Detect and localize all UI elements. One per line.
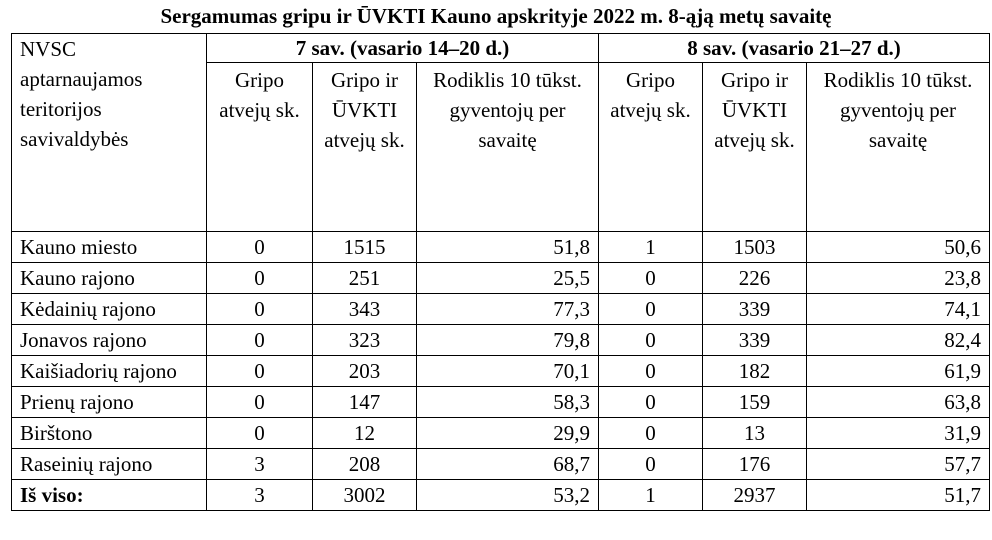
- cell-w7-total: 12: [312, 417, 417, 449]
- cell-w8-total: 182: [702, 355, 807, 387]
- cell-w7-total: 251: [312, 262, 417, 294]
- column-header-territory: NVSC aptarnaujamos teritorijos savivaldy…: [11, 33, 207, 232]
- cell-w8-flu: 0: [598, 262, 703, 294]
- cell-w7-rate: 70,1: [416, 355, 599, 387]
- cell-w8-flu: 0: [598, 417, 703, 449]
- cell-w8-flu: 0: [598, 355, 703, 387]
- cell-w7-flu: 3: [206, 448, 313, 480]
- cell-w7-rate: 68,7: [416, 448, 599, 480]
- table-row: Kaišiadorių rajono 0 203 70,1 0 182 61,9: [11, 355, 990, 387]
- page-title: Sergamumas gripu ir ŪVKTI Kauno apskrity…: [160, 4, 832, 28]
- cell-w8-total: 13: [702, 417, 807, 449]
- cell-w8-total: 176: [702, 448, 807, 480]
- cell-row-name: Kaišiadorių rajono: [11, 355, 207, 387]
- cell-w8-flu: 0: [598, 324, 703, 356]
- table-row: Kėdainių rajono 0 343 77,3 0 339 74,1: [11, 293, 990, 325]
- incidence-table: NVSC aptarnaujamos teritorijos savivaldy…: [11, 33, 990, 511]
- cell-w7-flu: 0: [206, 231, 313, 263]
- cell-row-name: Kėdainių rajono: [11, 293, 207, 325]
- cell-w8-total: 339: [702, 293, 807, 325]
- column-header-w7-flu: Gripo atvejų sk.: [206, 62, 313, 232]
- cell-w8-rate: 63,8: [806, 386, 990, 418]
- cell-row-name: Kauno miesto: [11, 231, 207, 263]
- cell-w8-rate: 31,9: [806, 417, 990, 449]
- column-header-week8: 8 sav. (vasario 21–27 d.): [598, 33, 990, 63]
- cell-w7-total: 343: [312, 293, 417, 325]
- cell-w7-flu: 0: [206, 293, 313, 325]
- total-w8-rate: 51,7: [806, 479, 990, 511]
- total-w8-total: 2937: [702, 479, 807, 511]
- table-row: Kauno rajono 0 251 25,5 0 226 23,8: [11, 262, 990, 294]
- cell-w8-flu: 1: [598, 231, 703, 263]
- table-row: Prienų rajono 0 147 58,3 0 159 63,8: [11, 386, 990, 418]
- column-header-w7-total: Gripo ir ŪVKTI atvejų sk.: [312, 62, 417, 232]
- cell-w8-total: 226: [702, 262, 807, 294]
- cell-w8-total: 1503: [702, 231, 807, 263]
- cell-w7-rate: 79,8: [416, 324, 599, 356]
- cell-w8-rate: 23,8: [806, 262, 990, 294]
- cell-w7-rate: 51,8: [416, 231, 599, 263]
- table-row: Raseinių rajono 3 208 68,7 0 176 57,7: [11, 448, 990, 480]
- total-w7-total: 3002: [312, 479, 417, 511]
- column-header-w8-rate: Rodiklis 10 tūkst. gyventojų per savaitę: [806, 62, 990, 232]
- cell-w7-flu: 0: [206, 417, 313, 449]
- cell-w8-rate: 61,9: [806, 355, 990, 387]
- cell-row-name: Prienų rajono: [11, 386, 207, 418]
- cell-w8-flu: 0: [598, 448, 703, 480]
- cell-w7-total: 323: [312, 324, 417, 356]
- cell-w7-flu: 0: [206, 386, 313, 418]
- column-header-w7-rate: Rodiklis 10 tūkst. gyventojų per savaitę: [416, 62, 599, 232]
- cell-row-name: Jonavos rajono: [11, 324, 207, 356]
- table-row: Jonavos rajono 0 323 79,8 0 339 82,4: [11, 324, 990, 356]
- cell-row-name: Kauno rajono: [11, 262, 207, 294]
- table-row: Kauno miesto 0 1515 51,8 1 1503 50,6: [11, 231, 990, 263]
- cell-row-name: Birštono: [11, 417, 207, 449]
- cell-w7-rate: 29,9: [416, 417, 599, 449]
- cell-w7-flu: 0: [206, 355, 313, 387]
- total-w7-rate: 53,2: [416, 479, 599, 511]
- cell-w7-flu: 0: [206, 262, 313, 294]
- cell-w8-total: 159: [702, 386, 807, 418]
- column-header-w8-flu: Gripo atvejų sk.: [598, 62, 703, 232]
- cell-w7-total: 208: [312, 448, 417, 480]
- table-header-row: NVSC aptarnaujamos teritorijos savivaldy…: [11, 33, 990, 232]
- cell-w7-total: 147: [312, 386, 417, 418]
- cell-w7-rate: 25,5: [416, 262, 599, 294]
- cell-row-name: Raseinių rajono: [11, 448, 207, 480]
- cell-w7-total: 1515: [312, 231, 417, 263]
- cell-w7-total: 203: [312, 355, 417, 387]
- cell-w8-rate: 50,6: [806, 231, 990, 263]
- cell-w7-flu: 0: [206, 324, 313, 356]
- cell-w8-flu: 0: [598, 293, 703, 325]
- column-header-w8-total: Gripo ir ŪVKTI atvejų sk.: [702, 62, 807, 232]
- cell-w7-rate: 77,3: [416, 293, 599, 325]
- table-subheader-row: Gripo atvejų sk. Gripo ir ŪVKTI atvejų s…: [12, 62, 990, 232]
- cell-w8-rate: 74,1: [806, 293, 990, 325]
- cell-w8-rate: 82,4: [806, 324, 990, 356]
- table-total-row: Iš viso: 3 3002 53,2 1 2937 51,7: [11, 479, 990, 511]
- total-w8-flu: 1: [598, 479, 703, 511]
- cell-w7-rate: 58,3: [416, 386, 599, 418]
- total-label: Iš viso:: [11, 479, 207, 511]
- total-w7-flu: 3: [206, 479, 313, 511]
- table-row: Birštono 0 12 29,9 0 13 31,9: [11, 417, 990, 449]
- column-header-week7: 7 sav. (vasario 14–20 d.): [206, 33, 599, 63]
- cell-w8-total: 339: [702, 324, 807, 356]
- cell-w8-flu: 0: [598, 386, 703, 418]
- cell-w8-rate: 57,7: [806, 448, 990, 480]
